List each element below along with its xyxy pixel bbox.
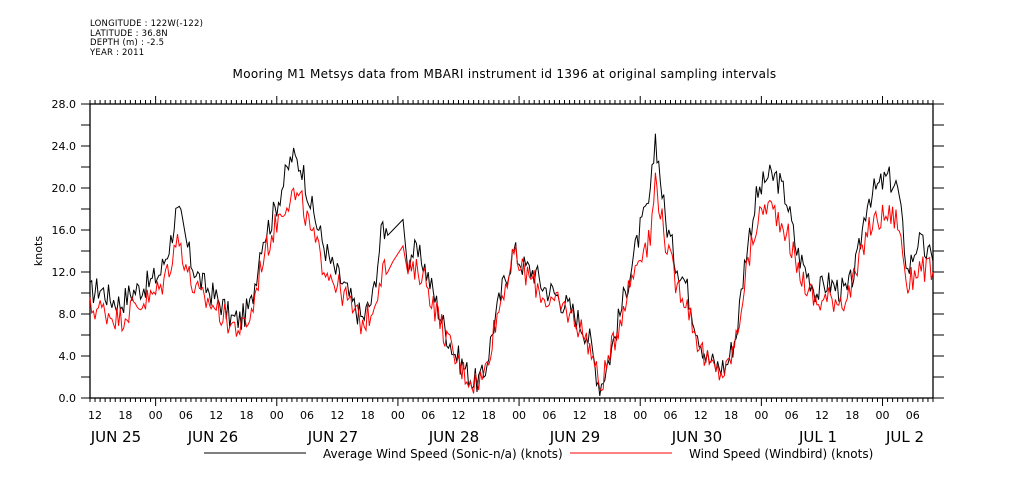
x-hour-label: 06 xyxy=(906,409,920,422)
meta-depth: DEPTH (m) : -2.5 xyxy=(90,38,165,48)
x-hour-label: 18 xyxy=(482,409,496,422)
x-hour-label: 06 xyxy=(300,409,314,422)
x-hour-label: 06 xyxy=(179,409,193,422)
y-tick-label: 4.0 xyxy=(59,350,77,363)
x-hour-label: 18 xyxy=(724,409,738,422)
x-hour-label: 18 xyxy=(845,409,859,422)
x-day-label: JUN 26 xyxy=(187,428,238,446)
chart-title: Mooring M1 Metsys data from MBARI instru… xyxy=(232,67,777,81)
x-hour-label: 12 xyxy=(330,409,344,422)
x-hour-label: 18 xyxy=(118,409,132,422)
y-axis-label: knots xyxy=(32,236,45,266)
x-hour-label: 06 xyxy=(664,409,678,422)
y-axis: 0.0 4.0 8.0 12.0 16.0 20.0 24.0 28.0 xyxy=(52,98,944,405)
series-lines xyxy=(89,133,934,396)
y-tick-label: 12.0 xyxy=(52,266,77,279)
legend-label-windbird: Wind Speed (Windbird) (knots) xyxy=(689,447,873,461)
y-tick-label: 8.0 xyxy=(59,308,77,321)
plot-frame xyxy=(89,103,934,399)
legend: Average Wind Speed (Sonic-n/a) (knots) W… xyxy=(204,447,873,461)
x-day-label: JUN 30 xyxy=(671,428,722,446)
x-hour-label: 18 xyxy=(361,409,375,422)
x-hour-label: 00 xyxy=(633,409,647,422)
x-hour-label: 00 xyxy=(876,409,890,422)
x-hour-label: 00 xyxy=(512,409,526,422)
plot-border xyxy=(89,103,934,399)
y-tick-label: 20.0 xyxy=(52,182,77,195)
x-hour-label: 00 xyxy=(270,409,284,422)
x-hour-label: 00 xyxy=(391,409,405,422)
y-tick-label: 24.0 xyxy=(52,140,77,153)
x-axis: 12 18 00 06 12 18 00 06 12 18 00 06 12 18 00 06 12 18 00 06… xyxy=(88,96,934,446)
x-day-label: JUN 25 xyxy=(90,428,141,446)
x-hour-label: 00 xyxy=(149,409,163,422)
x-hour-label: 06 xyxy=(785,409,799,422)
x-hour-label: 18 xyxy=(239,409,253,422)
x-hour-label: 06 xyxy=(542,409,556,422)
x-hour-label: 12 xyxy=(573,409,587,422)
x-hour-label: 06 xyxy=(421,409,435,422)
x-day-label: JUL 1 xyxy=(798,428,837,446)
series-windbird-wind-speed xyxy=(89,172,934,394)
x-hour-label: 12 xyxy=(694,409,708,422)
x-day-label: JUN 28 xyxy=(428,428,479,446)
x-hour-label: 12 xyxy=(88,409,102,422)
x-hour-label: 12 xyxy=(451,409,465,422)
series-average-wind-speed xyxy=(89,133,934,396)
x-hour-label: 18 xyxy=(603,409,617,422)
meta-latitude: LATITUDE : 36.8N xyxy=(90,28,168,39)
x-day-label: JUN 27 xyxy=(307,428,358,446)
legend-label-average: Average Wind Speed (Sonic-n/a) (knots) xyxy=(323,447,563,461)
x-hour-label: 12 xyxy=(815,409,829,422)
x-hour-label: 00 xyxy=(754,409,768,422)
y-tick-label: 16.0 xyxy=(52,224,77,237)
y-tick-label: 0.0 xyxy=(59,392,77,405)
x-hour-label: 12 xyxy=(209,409,223,422)
meta-longitude: LONGITUDE : 122W(-122) xyxy=(90,19,204,29)
meta-year: YEAR : 2011 xyxy=(90,47,145,58)
x-day-label: JUN 29 xyxy=(549,428,600,446)
x-day-label: JUL 2 xyxy=(885,428,924,446)
y-tick-label: 28.0 xyxy=(52,98,77,111)
metadata-block: LONGITUDE : 122W(-122) LATITUDE : 36.8N … xyxy=(90,19,204,58)
